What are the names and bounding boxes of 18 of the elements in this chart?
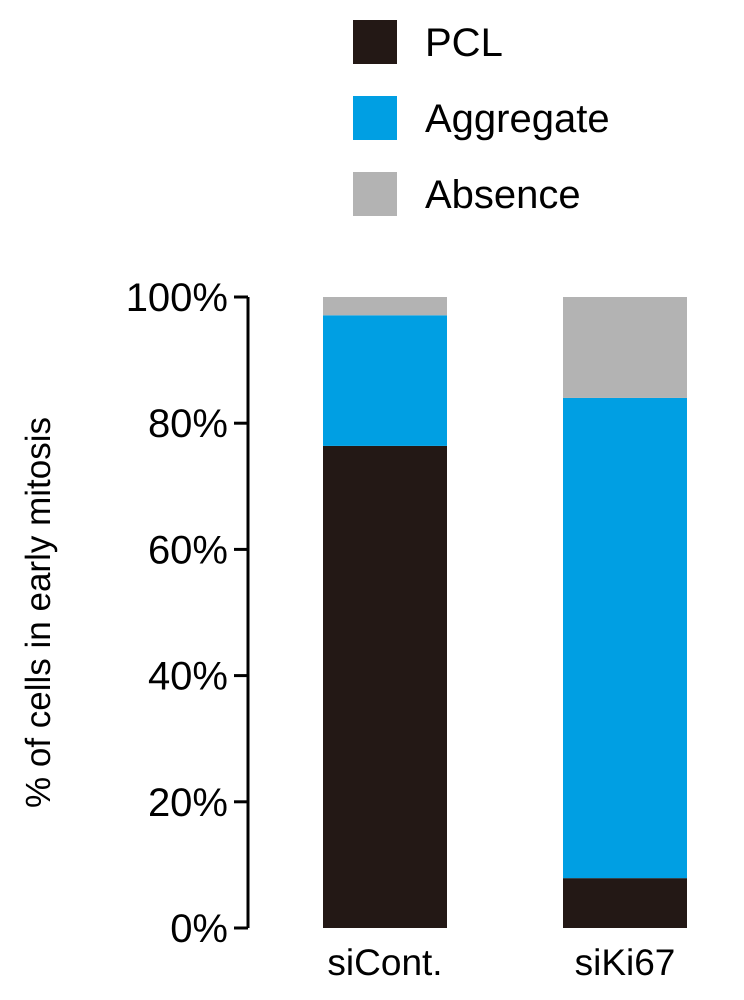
bar xyxy=(323,297,447,316)
legend-label: PCL xyxy=(425,21,503,65)
bar xyxy=(323,315,447,446)
x-tick-label: siCont. xyxy=(327,942,443,983)
legend-label: Aggregate xyxy=(425,97,610,141)
bar xyxy=(563,297,687,398)
y-tick-label: 100% xyxy=(126,276,228,320)
bar xyxy=(323,446,447,928)
bar xyxy=(563,398,687,878)
y-axis-title: % of cells in early mitosis xyxy=(19,417,58,808)
x-tick-label: siKi67 xyxy=(574,942,676,983)
y-tick-label: 20% xyxy=(148,780,228,825)
legend-label: Absence xyxy=(425,173,581,217)
y-tick-label: 0% xyxy=(170,907,228,951)
y-tick-label: 40% xyxy=(148,654,228,699)
bar xyxy=(563,878,687,928)
y-tick-label: 80% xyxy=(148,402,228,446)
y-tick-label: 60% xyxy=(148,528,228,572)
